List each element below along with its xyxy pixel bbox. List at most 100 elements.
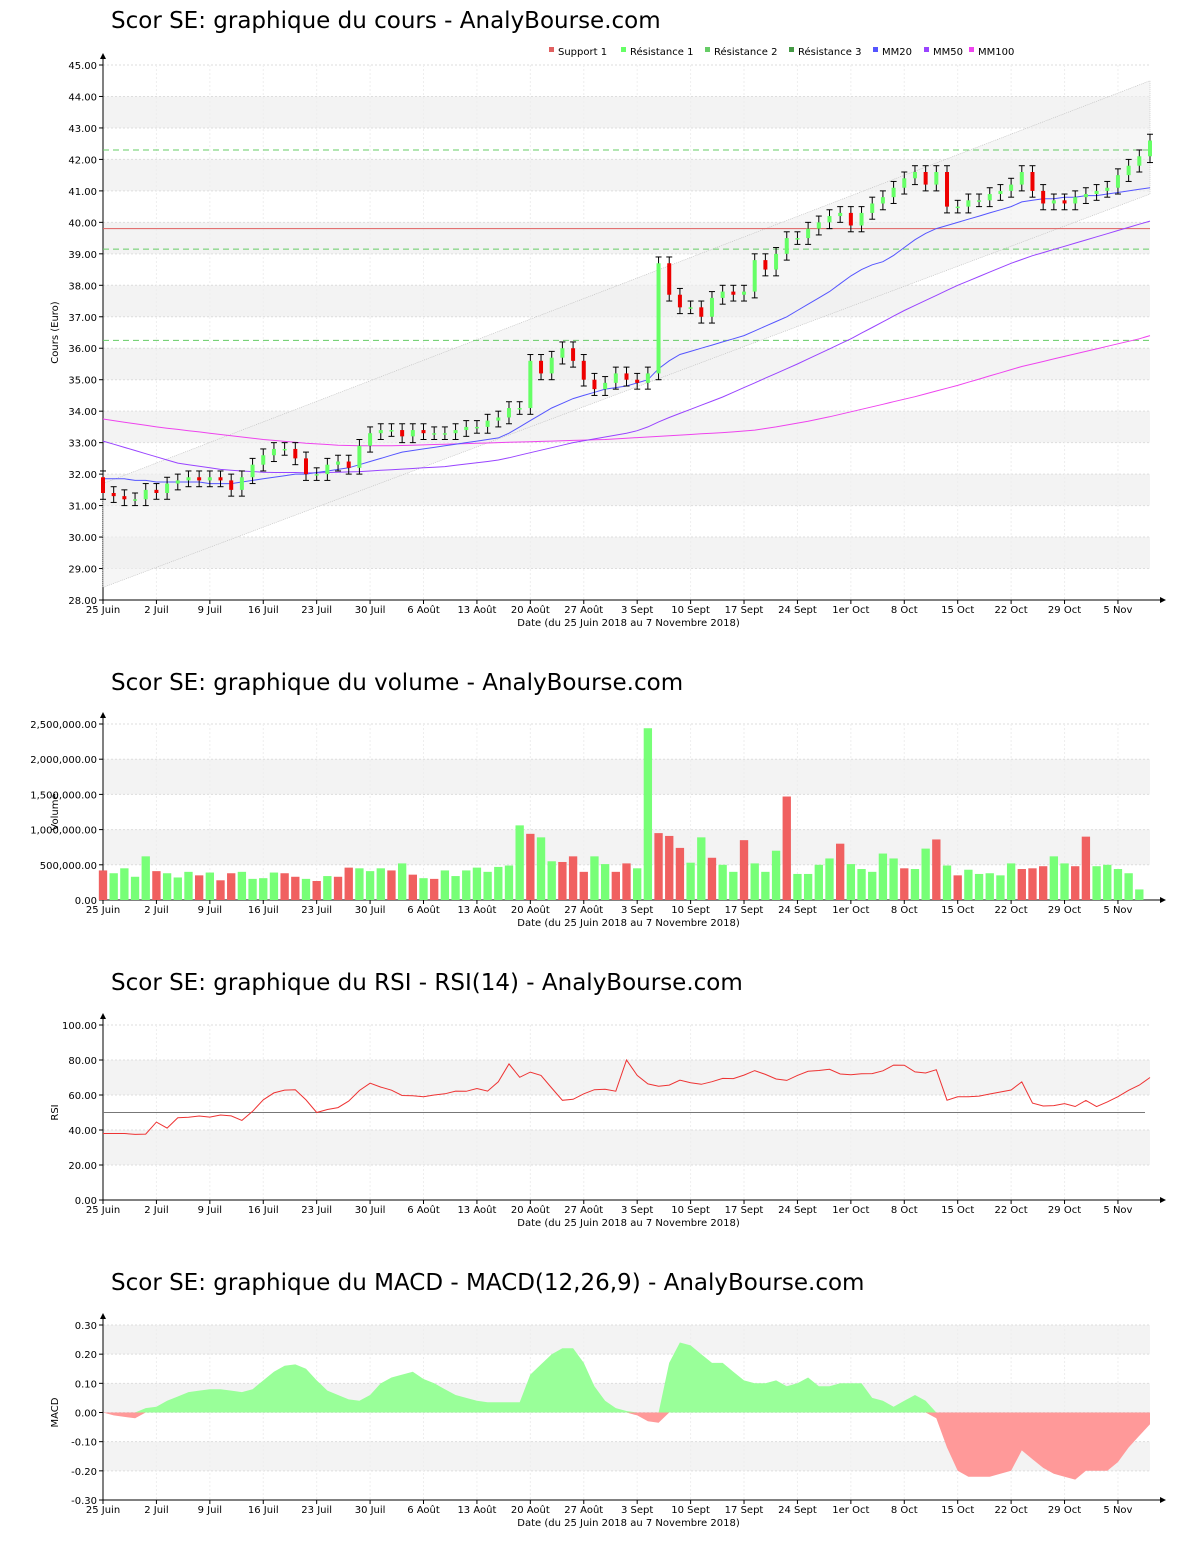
volume-bar [98, 870, 108, 900]
candle-body [250, 464, 255, 478]
x-tick-label: 3 Sept [621, 605, 653, 616]
volume-bar [1124, 873, 1133, 900]
volume-bar [547, 861, 556, 900]
candle-body [165, 483, 170, 493]
candle-body [261, 455, 266, 465]
candle-body [496, 417, 501, 421]
x-tick-label: 13 Août [457, 604, 496, 616]
x-tick-label: 2 Juil [144, 1205, 168, 1216]
volume-bar [868, 871, 877, 900]
volume-bar [333, 876, 343, 900]
x-tick-label: 10 Sept [671, 1505, 710, 1516]
candle-body [560, 348, 565, 358]
candle-body [581, 360, 586, 380]
x-tick-label: 6 Août [407, 904, 440, 916]
volume-bar [964, 869, 973, 900]
y-tick-label: -0.20 [71, 1467, 97, 1478]
price-chart: 28.00 29.00 30.00 31.00 32.00 33.00 34.00 35.00… [50, 46, 1166, 629]
volume-bar [536, 837, 546, 900]
x-tick-label: 3 Sept [621, 905, 653, 916]
volume-bar [825, 858, 834, 900]
y-tick-label: 30.00 [68, 533, 97, 544]
x-tick-label: 25 Juin [86, 605, 120, 616]
volume-bar [1103, 864, 1112, 900]
volume-bar [654, 833, 663, 900]
y-tick-label: 60.00 [68, 1091, 97, 1102]
volume-bar [782, 796, 791, 900]
volume-bar [675, 847, 685, 900]
x-tick-label: 17 Sept [725, 605, 764, 616]
x-tick-label: 2 Juil [144, 605, 168, 616]
x-tick-label: 24 Sept [778, 605, 817, 616]
x-tick-label: 9 Juil [198, 605, 222, 616]
x-tick-label: 29 Oct [1048, 905, 1081, 916]
legend-entry: Support 1 [558, 47, 607, 58]
x-tick-label: 30 Juil [355, 1505, 386, 1516]
volume-bar [526, 833, 535, 900]
candle-body [378, 430, 383, 434]
candle-body [859, 212, 864, 226]
volume-bar [921, 848, 930, 900]
x-tick-label: 8 Oct [891, 605, 918, 616]
candle-body [229, 480, 234, 490]
candle-body [945, 172, 950, 207]
volume-bar [857, 869, 866, 900]
candle-body [549, 357, 554, 374]
candle-body [101, 477, 105, 493]
candle-body [955, 206, 960, 209]
volume-bar [985, 873, 994, 900]
volume-bar [558, 861, 567, 900]
volume-bar [162, 873, 172, 900]
volume-bar [1049, 856, 1059, 900]
y-tick-label: 0.10 [75, 1379, 97, 1390]
volume-bar [803, 873, 813, 900]
x-tick-label: 22 Oct [995, 905, 1028, 916]
y-axis-label: Cours (Euro) [50, 301, 61, 364]
y-tick-label: 0.00 [75, 1196, 97, 1207]
x-tick-label: 1er Oct [832, 905, 869, 916]
volume-bar [1028, 868, 1037, 900]
x-tick-label: 2 Juil [144, 1505, 168, 1516]
x-axis-label: Date (du 25 Juin 2018 au 7 Novembre 2018… [517, 1218, 740, 1229]
volume-bar [301, 878, 311, 900]
candle-body [827, 216, 832, 223]
candle-body [677, 294, 682, 308]
x-tick-label: 1er Oct [832, 1205, 869, 1216]
legend-swatch [549, 47, 554, 52]
candle-body [699, 307, 704, 317]
x-tick-label: 13 Août [457, 904, 496, 916]
x-tick-label: 23 Juil [301, 905, 332, 916]
price-panel: Scor SE: graphique du cours - AnalyBours… [0, 0, 1200, 640]
volume-bar [269, 872, 279, 900]
volume-bar [312, 880, 321, 900]
candle-body [464, 426, 469, 431]
volume-bar [216, 880, 225, 900]
y-tick-label: 2,500,000.00 [30, 720, 97, 731]
volume-bar [974, 873, 984, 900]
candle-body [1009, 184, 1014, 191]
x-tick-label: 22 Oct [995, 605, 1028, 616]
x-tick-label: 24 Sept [778, 1505, 817, 1516]
grid-band [103, 537, 1150, 569]
volume-bar [248, 878, 257, 900]
volume-bar [707, 857, 717, 900]
volume-bar [718, 864, 727, 900]
legend-entry: Résistance 3 [798, 46, 861, 58]
rsi-chart-title: Scor SE: graphique du RSI - RSI(14) - An… [111, 970, 743, 996]
y-axis-label: MACD [50, 1397, 61, 1427]
candle-body [923, 172, 928, 185]
volume-bar [622, 863, 631, 900]
volume-bar [1081, 836, 1091, 900]
volume-bar [184, 871, 193, 900]
candle-body [133, 499, 138, 501]
volume-bar [793, 873, 802, 900]
y-tick-label: 1,500,000.00 [30, 790, 97, 801]
x-tick-label: 5 Nov [1103, 1205, 1132, 1216]
candle-body [517, 408, 522, 410]
candle-body [880, 197, 885, 204]
volume-chart-title: Scor SE: graphique du volume - AnalyBour… [111, 670, 684, 696]
candle-body [1094, 190, 1099, 195]
candle-body [1030, 172, 1035, 191]
volume-bar [878, 853, 888, 900]
